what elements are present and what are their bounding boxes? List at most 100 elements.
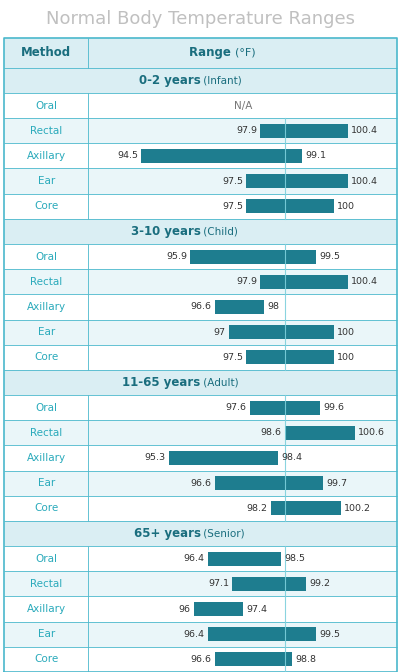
Text: (Senior): (Senior) xyxy=(200,528,245,538)
Text: 98.2: 98.2 xyxy=(247,504,267,513)
Text: 97.9: 97.9 xyxy=(236,278,257,286)
Bar xyxy=(4,345,397,370)
Text: 3-10 years: 3-10 years xyxy=(131,225,200,238)
Bar xyxy=(4,395,397,420)
Bar xyxy=(4,470,397,496)
Text: Oral: Oral xyxy=(35,101,57,110)
Text: 99.6: 99.6 xyxy=(323,403,344,412)
Bar xyxy=(4,370,397,395)
Bar xyxy=(169,451,278,465)
Bar xyxy=(4,319,397,345)
Text: 0-2 years: 0-2 years xyxy=(139,74,200,87)
Text: 97.5: 97.5 xyxy=(222,353,243,362)
Bar xyxy=(4,194,397,219)
Bar xyxy=(4,269,397,294)
Bar xyxy=(141,149,302,163)
Text: 65+ years: 65+ years xyxy=(134,527,200,540)
Bar xyxy=(4,219,397,244)
Text: 97.4: 97.4 xyxy=(246,605,267,614)
Bar xyxy=(4,647,397,672)
Text: 100: 100 xyxy=(337,353,355,362)
Text: 97.6: 97.6 xyxy=(226,403,247,412)
Text: Ear: Ear xyxy=(38,629,55,639)
Bar xyxy=(4,68,397,93)
Bar xyxy=(271,501,341,515)
Text: 98: 98 xyxy=(267,302,279,311)
Bar xyxy=(4,143,397,169)
Bar xyxy=(4,420,397,446)
Text: Ear: Ear xyxy=(38,478,55,488)
Bar xyxy=(4,597,397,622)
Text: Ear: Ear xyxy=(38,176,55,186)
Text: 97.9: 97.9 xyxy=(236,126,257,135)
Bar xyxy=(246,199,334,213)
Bar xyxy=(260,275,348,289)
Bar xyxy=(4,118,397,143)
Bar xyxy=(215,300,264,314)
Bar xyxy=(285,426,355,440)
Bar xyxy=(232,577,306,591)
Text: Rectal: Rectal xyxy=(30,126,63,136)
Text: Normal Body Temperature Ranges: Normal Body Temperature Ranges xyxy=(46,10,355,28)
Bar xyxy=(4,93,397,118)
Text: Rectal: Rectal xyxy=(30,277,63,287)
Bar xyxy=(4,622,397,647)
Text: Oral: Oral xyxy=(35,554,57,564)
Bar xyxy=(4,446,397,470)
Bar xyxy=(4,169,397,194)
Text: 96.6: 96.6 xyxy=(190,655,212,664)
Bar xyxy=(250,401,320,415)
Text: (Adult): (Adult) xyxy=(200,378,239,388)
Text: 98.6: 98.6 xyxy=(261,428,282,437)
Bar xyxy=(215,476,323,490)
Text: Core: Core xyxy=(34,503,59,513)
Text: (Child): (Child) xyxy=(200,226,238,237)
Bar xyxy=(190,249,316,263)
Text: (°F): (°F) xyxy=(235,48,255,58)
Text: 96: 96 xyxy=(178,605,190,614)
Text: N/A: N/A xyxy=(233,101,252,110)
Text: 99.5: 99.5 xyxy=(320,630,340,638)
Text: 98.4: 98.4 xyxy=(281,454,302,462)
Bar xyxy=(4,496,397,521)
Text: 11-65 years: 11-65 years xyxy=(122,376,200,389)
Bar xyxy=(208,552,282,566)
Bar xyxy=(215,653,292,667)
Text: Ear: Ear xyxy=(38,327,55,337)
Text: Core: Core xyxy=(34,201,59,211)
Text: 97.5: 97.5 xyxy=(222,177,243,185)
Text: 94.5: 94.5 xyxy=(117,151,138,161)
Text: 99.5: 99.5 xyxy=(320,252,340,261)
Text: Oral: Oral xyxy=(35,403,57,413)
Text: 96.4: 96.4 xyxy=(184,554,205,563)
Text: 97.1: 97.1 xyxy=(208,579,229,589)
Bar xyxy=(4,571,397,597)
Bar xyxy=(246,174,348,188)
Text: Oral: Oral xyxy=(35,251,57,261)
Text: 100.6: 100.6 xyxy=(358,428,385,437)
Text: (Infant): (Infant) xyxy=(200,75,242,85)
Bar xyxy=(4,244,397,269)
Text: 100.4: 100.4 xyxy=(351,278,378,286)
Bar xyxy=(208,627,316,641)
Bar xyxy=(4,546,397,571)
Text: 100: 100 xyxy=(337,202,355,211)
Text: 97.5: 97.5 xyxy=(222,202,243,211)
Bar xyxy=(4,38,397,68)
Text: Method: Method xyxy=(21,46,71,59)
Text: Range: Range xyxy=(189,46,235,59)
Text: 100.4: 100.4 xyxy=(351,126,378,135)
Text: Core: Core xyxy=(34,352,59,362)
Text: Rectal: Rectal xyxy=(30,579,63,589)
Text: 96.4: 96.4 xyxy=(184,630,205,638)
Text: 99.1: 99.1 xyxy=(306,151,326,161)
Text: 98.8: 98.8 xyxy=(295,655,316,664)
Text: Axillary: Axillary xyxy=(27,453,66,463)
Bar xyxy=(4,521,397,546)
Bar xyxy=(246,350,334,364)
Text: 95.9: 95.9 xyxy=(166,252,187,261)
Text: Rectal: Rectal xyxy=(30,428,63,438)
Text: 96.6: 96.6 xyxy=(190,302,212,311)
Bar xyxy=(4,294,397,319)
Text: 99.7: 99.7 xyxy=(326,478,348,488)
